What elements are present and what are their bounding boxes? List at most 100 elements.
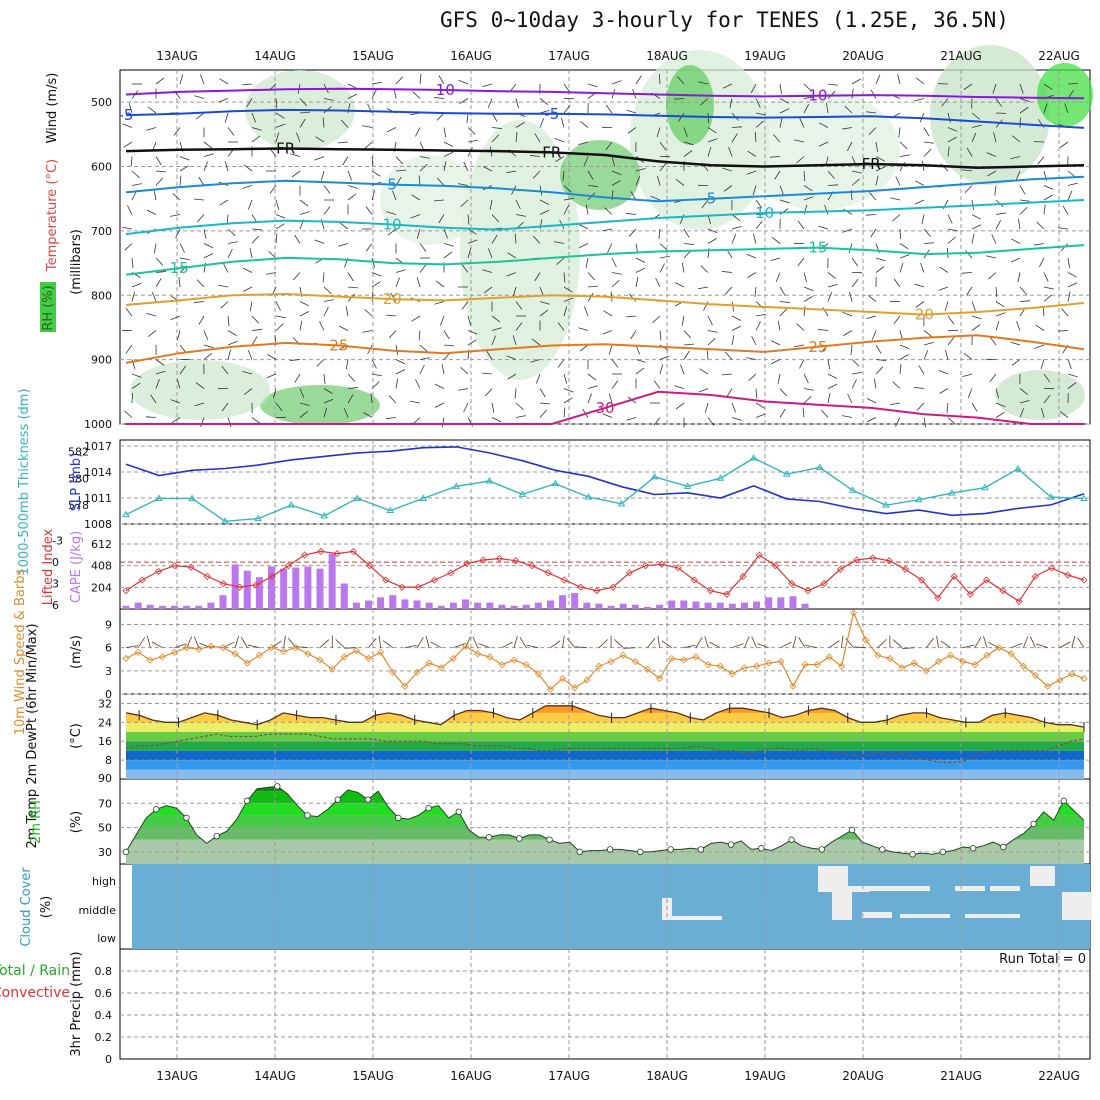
cloud-clear-1 [842,886,870,892]
temp-line [125,705,1085,728]
wind-barb-170 [364,141,373,149]
wind-barb-9 [347,83,358,89]
rh-marker-42 [546,836,553,843]
rh-marker-57 [697,846,704,853]
cape-frame [119,523,1091,610]
wind-barb-191 [875,141,878,152]
wind-barb-548 [803,272,807,283]
cape-bar-31 [498,604,506,609]
wind-barb-690 [362,330,373,333]
cape-bar-48 [704,602,712,609]
rh-marker-24 [364,796,372,803]
y-tick-temp-0: 32 [98,697,112,710]
wind-barb-547 [775,272,781,282]
cape-bar-56 [801,603,809,609]
wind-barb-941 [626,417,637,421]
wind-barb-601 [151,292,157,302]
wind-barb-705 [731,325,742,331]
wind-barb-710 [843,330,853,336]
wind-barb-1 [155,77,165,85]
contour-label-8-0: 30 [595,399,614,417]
li-marker-51 [950,572,958,580]
cape-bar-15 [304,566,312,609]
wind-barb-517 [1010,257,1021,263]
wind-barb-954 [947,417,956,425]
wind-barb-432 [899,228,902,240]
wind-barb-688 [319,321,325,331]
wind-barb-730 [367,344,373,355]
wind-barb-895 [491,402,495,413]
x-date-bottom-7: 20AUG [842,1069,884,1083]
wind-barb-671 [866,315,877,319]
wind10-marker-71 [983,651,991,659]
thickness-marker-25 [947,489,956,496]
wind-barb-177 [534,133,541,143]
wind-barb-74 [941,98,949,107]
wind-barb-430 [842,228,853,233]
wind-barb-286 [269,185,277,194]
wind-barb-573 [435,280,445,288]
wind-barb-850 [371,381,380,389]
rh-shade-7 [1037,63,1093,127]
contour-label-4-1: 10 [755,204,774,222]
wind-barb-559 [1067,272,1078,278]
thickness-marker-12 [518,490,527,497]
wind-barb-65 [729,98,733,109]
wind-barb-886 [275,402,283,412]
wind-barb-141 [627,127,637,134]
wind-barb-873 [914,387,925,389]
wind-barb-33 [915,77,925,85]
wind10-marker-3 [158,653,166,661]
wind-barb-36 [992,83,997,94]
wind-barb-661 [626,315,637,318]
wind10-marker-19 [352,647,360,655]
wind-barb-265 [722,167,733,172]
wind-barb-815 [482,372,493,375]
wind-barb-374 [467,214,470,225]
wind10-marker-48 [704,661,712,669]
wind-barb-437 [1018,219,1021,230]
wind-barb-935 [491,417,502,423]
wind-barb-376 [515,214,526,217]
wind-barb-549 [827,272,837,279]
cape-bar-37 [571,593,579,609]
wind10-marker-55 [789,682,797,690]
wind-barb-117 [1019,106,1029,114]
wind10-barb-43 [647,638,656,648]
wind-barb-586 [754,286,757,297]
wind10-marker-64 [898,664,906,672]
rh-marker-15 [274,783,281,790]
wind-barb-703 [683,330,691,339]
wind-barb-347 [779,199,790,204]
temp-band-1 [126,760,1084,770]
cape-bar-0 [122,605,130,609]
wind-barb-502 [659,255,670,259]
wind-barb-874 [939,388,949,394]
wind-barb-704 [707,330,718,333]
wind-barb-922 [171,417,181,424]
li-marker-32 [642,562,650,570]
wind-barb-744 [707,338,716,346]
y-tick-upper-0: 500 [91,96,112,109]
y-tick-slp-2: 1011 [84,492,112,505]
wind-barb-679 [1061,308,1069,317]
wind-barb-825 [722,373,733,376]
wind-barb-104 [707,112,710,124]
wind-barb-872 [892,381,901,389]
wind-barb-486 [268,251,277,259]
wind10-barb-75 [1030,636,1036,648]
wind-barb-683 [203,330,209,340]
thickness-marker-0 [122,510,130,518]
wind-barb-778 [557,359,565,368]
cape-bar-19 [352,602,360,609]
cape-bar-10 [243,570,251,609]
wind-barb-867 [779,388,787,397]
wind-barb-810 [371,373,382,377]
wind10-marker-52 [753,662,761,670]
wind-barb-642 [170,315,181,321]
wind-barb-682 [177,330,181,341]
wind-barb-794 [945,349,949,360]
wind10-marker-1 [134,648,142,656]
wind10-marker-56 [801,661,809,669]
thickness-marker-23 [881,501,890,508]
